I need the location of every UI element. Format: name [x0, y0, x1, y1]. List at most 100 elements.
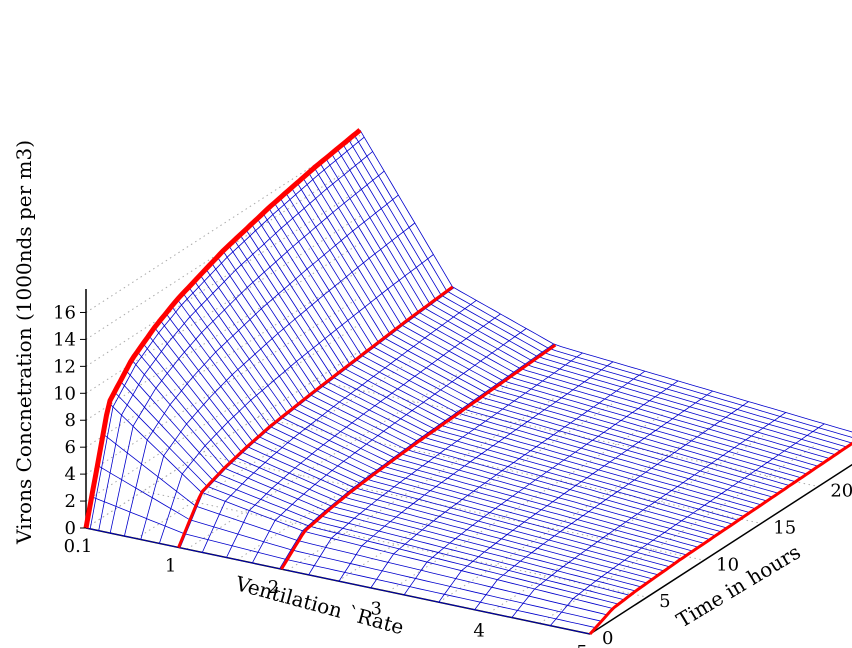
mesh-line	[256, 218, 762, 506]
mesh-line	[102, 433, 608, 616]
mesh-line	[474, 401, 749, 610]
x-tick-label: 2	[268, 577, 279, 598]
mesh-line	[348, 139, 852, 444]
mesh-line	[108, 402, 613, 609]
series-line	[588, 441, 852, 636]
floor-grid-line	[85, 350, 361, 529]
mesh-line	[308, 352, 583, 576]
mesh-line	[97, 465, 602, 622]
mesh-line	[511, 412, 787, 618]
mesh-line	[342, 143, 848, 448]
mesh-line	[131, 359, 636, 592]
wall-grid-line	[85, 242, 361, 421]
mesh-line	[182, 292, 688, 556]
z-tick-label: 12	[53, 356, 76, 377]
mesh-line	[140, 222, 416, 540]
mesh-line	[114, 391, 619, 605]
x-tick-label: 3	[371, 599, 382, 620]
z-tick-label: 14	[53, 329, 76, 350]
mesh-line	[98, 151, 373, 531]
mesh-line	[336, 148, 842, 452]
mesh-line	[438, 390, 713, 603]
floor-grid-line	[200, 453, 705, 561]
mesh-line	[194, 280, 699, 548]
y-axis-line	[589, 463, 852, 635]
z-tick-label: 2	[65, 491, 76, 512]
mesh-line	[338, 361, 614, 582]
z-tick-label: 4	[65, 464, 76, 485]
mesh-line	[188, 286, 693, 552]
y-tick-label: 15	[773, 517, 796, 538]
mesh-line	[91, 496, 596, 628]
z-axis-title: Virons Concnetration (1000nds per m3)	[12, 140, 36, 545]
mesh-line	[137, 351, 642, 588]
mesh-line	[274, 202, 779, 494]
mesh-line	[296, 182, 802, 479]
mesh-line	[148, 335, 653, 580]
mesh-line	[239, 234, 745, 517]
mesh-line	[176, 299, 682, 560]
mesh-line	[251, 328, 527, 564]
mesh-line	[370, 370, 646, 589]
wall-grid-line	[85, 350, 361, 529]
z-tick-label: 6	[65, 437, 76, 458]
mesh-line	[245, 229, 750, 513]
x-tick-label: 1	[165, 555, 176, 576]
floor-grid-line	[257, 416, 762, 524]
floor-grid-line	[337, 403, 613, 582]
mesh-line	[291, 187, 796, 483]
mesh-line	[125, 370, 631, 596]
mesh-line	[89, 136, 365, 529]
mesh-line	[226, 313, 501, 558]
wall-grid-line	[85, 188, 361, 367]
series-line	[177, 285, 454, 549]
mesh-line	[199, 274, 705, 544]
y-tick-label: 10	[716, 554, 739, 575]
mesh-line	[234, 239, 739, 521]
mesh-line	[262, 213, 768, 502]
mesh-line	[285, 192, 790, 486]
mesh-line	[109, 170, 385, 534]
z-tick-label: 10	[53, 383, 76, 404]
mesh-line	[359, 129, 852, 433]
mesh-line	[171, 306, 676, 564]
series-line	[83, 128, 362, 529]
z-tick-label: 8	[65, 410, 76, 431]
series-line	[280, 343, 557, 570]
highlight-lines	[83, 128, 852, 636]
mesh-line	[302, 177, 808, 475]
mesh-line	[159, 254, 434, 544]
mesh-line	[228, 245, 733, 525]
mesh-line	[216, 256, 722, 533]
mesh-line	[165, 313, 671, 568]
mesh-line	[154, 327, 659, 576]
mesh-line	[85, 527, 591, 635]
mesh-line	[279, 343, 554, 569]
z-tick-label: 0	[65, 518, 76, 539]
y-tick-label: 5	[659, 591, 670, 612]
x-tick-label: 4	[473, 620, 484, 641]
x-tick-label: 5	[576, 642, 587, 648]
mesh-line	[159, 320, 665, 572]
mesh-line	[268, 207, 773, 498]
mesh-line	[549, 423, 825, 626]
mesh-line	[124, 194, 399, 537]
mesh-line	[142, 343, 648, 584]
mesh-line	[279, 197, 785, 490]
mesh-line	[211, 262, 716, 537]
floor-grid-line	[236, 382, 512, 561]
mesh-line	[313, 167, 819, 467]
mesh-line	[353, 134, 852, 438]
mesh-line	[331, 153, 836, 456]
mesh-line	[308, 172, 813, 471]
floor-grid-line	[142, 490, 648, 598]
y-tick-label: 0	[602, 628, 613, 648]
mesh-line	[403, 380, 679, 596]
mesh-line	[201, 300, 477, 553]
mesh-line	[205, 268, 711, 540]
mesh-line	[325, 158, 830, 459]
mesh-line	[222, 250, 728, 529]
x-tick-label: 0.1	[64, 536, 93, 557]
